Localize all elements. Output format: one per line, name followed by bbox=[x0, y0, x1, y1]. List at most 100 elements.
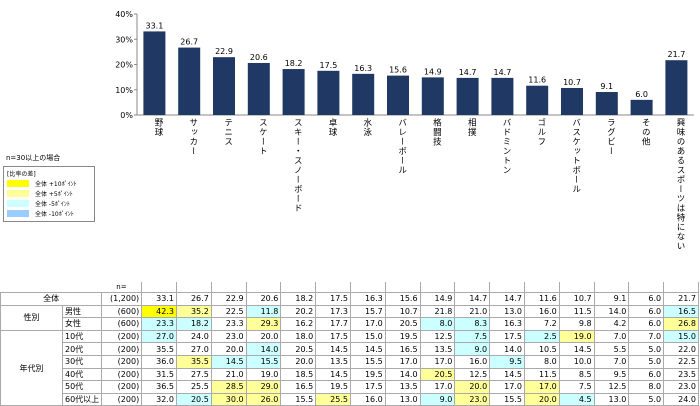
row-label: 50代 bbox=[61, 380, 103, 394]
value-cell: 15.6 bbox=[384, 292, 421, 306]
n-cell: (600) bbox=[101, 317, 143, 331]
legend: [比率の差] 全体 +10ﾎﾟｲﾝﾄ 全体 +5ﾎﾟｲﾝﾄ 全体 -5ﾎﾟｲﾝﾄ 全体… bbox=[3, 166, 95, 222]
table-row: 全体 (1,200) 33.1 26.7 22.9 20.6 18.2 17.5 16.3 15.… bbox=[0, 292, 699, 306]
value-cell: 21.0 bbox=[210, 367, 247, 382]
value-cell: 14.0 bbox=[384, 367, 421, 382]
value-cell: 17.0 bbox=[419, 354, 456, 369]
legend-item: 全体 +10ﾎﾟｲﾝﾄ bbox=[7, 178, 91, 188]
value-cell: 23.0 bbox=[210, 329, 247, 344]
legend-label: 全体 +10ﾎﾟｲﾝﾄ bbox=[35, 180, 77, 188]
bar bbox=[317, 70, 340, 115]
value-cell: 19.5 bbox=[384, 329, 421, 344]
bar bbox=[630, 99, 653, 115]
value-cell: 9.0 bbox=[454, 342, 491, 356]
value-cell: 17.0 bbox=[384, 354, 421, 369]
value-cell: 21.8 bbox=[419, 304, 456, 319]
value-cell: 9.5 bbox=[489, 354, 525, 369]
legend-item: 全体 -10ﾎﾟｲﾝﾄ bbox=[7, 208, 91, 218]
value-cell: 8.0 bbox=[628, 380, 665, 394]
value-cell: 36.5 bbox=[141, 380, 177, 394]
value-cell: 8.0 bbox=[419, 317, 456, 331]
value-cell: 20.0 bbox=[523, 392, 560, 406]
category-label: ラグビー bbox=[605, 118, 616, 156]
value-cell: 31.5 bbox=[141, 367, 177, 382]
value-cell: 8.0 bbox=[523, 354, 560, 369]
value-cell: 19.5 bbox=[315, 380, 351, 394]
value-cell: 18.0 bbox=[280, 329, 317, 344]
value-cell: 10.0 bbox=[558, 354, 595, 369]
value-cell: 20.0 bbox=[210, 342, 247, 356]
value-cell: 12.5 bbox=[454, 367, 491, 382]
value-cell: 16.3 bbox=[349, 292, 386, 306]
value-cell: 14.0 bbox=[245, 342, 282, 356]
data-label: 15.6 bbox=[389, 66, 407, 75]
data-label: 17.5 bbox=[319, 61, 337, 70]
table-row: 年代別 10代 (200) 27.0 24.0 23.0 20.0 18.0 17.5 15.0 1… bbox=[0, 329, 699, 406]
table-row: 50代 (200) 36.5 25.5 28.5 29.0 16.5 19.5 17.5 13.5… bbox=[1, 380, 699, 394]
value-cell: 17.3 bbox=[315, 304, 351, 319]
value-cell: 5.0 bbox=[628, 354, 665, 369]
data-label: 14.7 bbox=[459, 68, 477, 77]
data-label: 26.7 bbox=[180, 38, 198, 47]
category-label: バレーボール bbox=[396, 118, 407, 175]
category-label: 格闘技 bbox=[431, 118, 442, 147]
bar bbox=[665, 60, 688, 115]
value-cell: 9.8 bbox=[558, 317, 595, 331]
bar bbox=[247, 62, 270, 115]
legend-swatch bbox=[7, 189, 29, 197]
value-cell: 16.5 bbox=[663, 304, 699, 319]
bar bbox=[491, 77, 514, 115]
data-label: 14.7 bbox=[493, 68, 511, 77]
value-cell: 13.5 bbox=[315, 354, 351, 369]
value-cell: 23.3 bbox=[210, 317, 247, 331]
value-cell: 26.8 bbox=[663, 317, 699, 331]
data-label: 20.6 bbox=[250, 53, 268, 62]
bar bbox=[143, 31, 166, 115]
value-cell: 7.5 bbox=[454, 329, 491, 344]
value-cell: 14.5 bbox=[315, 367, 351, 382]
legend-label: 全体 +5ﾎﾟｲﾝﾄ bbox=[35, 190, 73, 198]
value-cell: 14.9 bbox=[419, 292, 456, 306]
value-cell: 9.1 bbox=[593, 292, 630, 306]
value-cell: 25.5 bbox=[175, 380, 212, 394]
n-header: n= bbox=[101, 282, 143, 293]
value-cell: 16.5 bbox=[384, 342, 421, 356]
value-cell: 14.0 bbox=[593, 304, 630, 319]
row-label: 全体 bbox=[0, 292, 103, 306]
value-cell: 16.2 bbox=[280, 317, 317, 331]
value-cell: 14.5 bbox=[489, 367, 525, 382]
sample-note: n=30以上の場合 bbox=[6, 154, 61, 162]
category-label: テニス bbox=[222, 118, 233, 147]
row-label: 30代 bbox=[61, 354, 103, 369]
value-cell: 5.5 bbox=[593, 342, 630, 356]
value-cell: 23.3 bbox=[141, 317, 177, 331]
value-cell: 14.7 bbox=[454, 292, 491, 306]
value-cell: 20.0 bbox=[245, 329, 282, 344]
value-cell: 27.5 bbox=[175, 367, 212, 382]
bar bbox=[282, 69, 305, 115]
bar bbox=[561, 87, 583, 115]
value-cell: 20.6 bbox=[245, 292, 282, 306]
value-cell: 21.7 bbox=[663, 292, 699, 306]
table-header-row: n= bbox=[1, 282, 699, 293]
value-cell: 32.0 bbox=[141, 392, 177, 406]
value-cell: 13.0 bbox=[593, 392, 630, 406]
category-label: 卓球 bbox=[327, 118, 337, 137]
y-tick-label: 0% bbox=[120, 111, 133, 120]
n-cell: (200) bbox=[101, 367, 143, 382]
value-cell: 26.0 bbox=[245, 392, 282, 406]
value-cell: 15.7 bbox=[349, 304, 386, 319]
bar bbox=[526, 85, 549, 115]
value-cell: 4.5 bbox=[558, 392, 595, 406]
value-cell: 16.0 bbox=[349, 392, 386, 406]
n-cell: (200) bbox=[101, 329, 143, 344]
category-label: その他 bbox=[640, 118, 651, 147]
bar bbox=[387, 75, 409, 115]
category-label: バドミントン bbox=[501, 118, 511, 175]
value-cell: 20.0 bbox=[280, 354, 317, 369]
value-cell: 15.0 bbox=[349, 329, 386, 344]
value-cell: 22.5 bbox=[663, 354, 699, 369]
value-cell: 13.5 bbox=[384, 380, 421, 394]
legend-item: 全体 +5ﾎﾟｲﾝﾄ bbox=[7, 188, 91, 198]
data-label: 16.3 bbox=[354, 64, 372, 73]
